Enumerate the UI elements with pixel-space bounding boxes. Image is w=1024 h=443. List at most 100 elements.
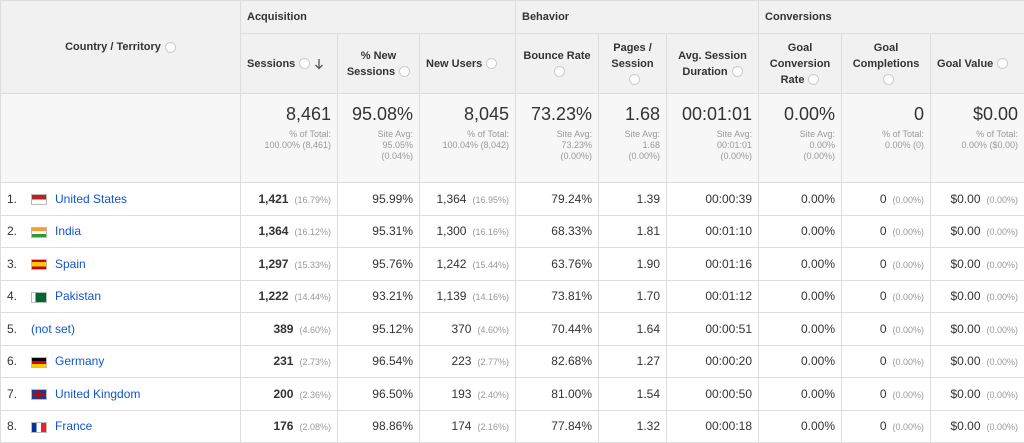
- flag-icon: [31, 422, 47, 433]
- rank: 6.: [7, 354, 31, 368]
- flag-icon: [31, 259, 47, 270]
- metric-cell: 1.64: [599, 313, 667, 346]
- metric-cell: 1,222(14.44%): [241, 280, 338, 313]
- metric-share: (15.44%): [472, 260, 509, 270]
- country-link[interactable]: Pakistan: [55, 289, 101, 303]
- metric-value: $0.00: [950, 192, 980, 206]
- metric-cell: 00:00:50: [667, 378, 759, 411]
- country-link[interactable]: France: [55, 419, 92, 433]
- header-text: Goal Completions: [853, 42, 920, 70]
- metric-share: (0.00%): [987, 227, 1019, 237]
- column-header[interactable]: Avg. Session Duration: [667, 34, 759, 94]
- metric-share: (0.00%): [987, 325, 1019, 335]
- dimension-header: Country / Territory: [1, 1, 241, 94]
- metric-cell: 0.00%: [759, 410, 842, 443]
- metric-value: 1,139: [436, 289, 466, 303]
- metric-share: (0.00%): [893, 390, 925, 400]
- header-text: Country / Territory: [65, 41, 161, 53]
- total-value: 8,045: [426, 104, 509, 125]
- metric-cell: 70.44%: [516, 313, 599, 346]
- total-note: % of Total:: [426, 129, 509, 140]
- metric-cell: 0(0.00%): [842, 410, 931, 443]
- metric-cell: $0.00(0.00%): [931, 248, 1024, 281]
- country-link[interactable]: India: [55, 224, 81, 238]
- metric-cell: 00:01:16: [667, 248, 759, 281]
- column-header[interactable]: % New Sessions: [338, 34, 420, 94]
- dimension-cell: 6. Germany: [1, 345, 241, 378]
- total-note: 0.00% (0): [848, 140, 924, 151]
- metric-cell: 00:00:20: [667, 345, 759, 378]
- metric-share: (16.95%): [472, 195, 509, 205]
- sort-arrow[interactable]: [314, 58, 324, 70]
- metric-cell: 223(2.77%): [420, 345, 516, 378]
- metric-cell: 79.24%: [516, 183, 599, 216]
- total-value: 0.00%: [765, 104, 835, 125]
- help-icon[interactable]: [486, 58, 497, 69]
- total-value: 73.23%: [522, 104, 592, 125]
- help-icon[interactable]: [732, 66, 743, 77]
- metric-value: 231: [273, 354, 293, 368]
- help-icon[interactable]: [808, 74, 819, 85]
- metric-value: 0.00%: [801, 354, 835, 368]
- help-icon[interactable]: [629, 74, 640, 85]
- metric-cell: 0.00%: [759, 280, 842, 313]
- metric-value: 1,242: [436, 257, 466, 271]
- country-link[interactable]: Spain: [55, 257, 86, 271]
- help-icon[interactable]: [883, 74, 894, 85]
- dimension-cell: 3.Spain: [1, 248, 241, 281]
- metric-value: 200: [273, 387, 293, 401]
- metric-value: 0.00%: [801, 224, 835, 238]
- metric-share: (0.00%): [893, 292, 925, 302]
- metric-value: 00:00:39: [705, 192, 752, 206]
- country-link[interactable]: Germany: [55, 354, 104, 368]
- help-icon[interactable]: [997, 58, 1008, 69]
- metric-value: $0.00: [950, 419, 980, 433]
- dimension-cell: 7.United Kingdom: [1, 378, 241, 411]
- column-header[interactable]: Pages / Session: [599, 34, 667, 94]
- metric-share: (2.40%): [477, 390, 509, 400]
- metric-value: 223: [451, 354, 471, 368]
- metric-cell: 68.33%: [516, 215, 599, 248]
- column-header[interactable]: Goal Value: [931, 34, 1024, 94]
- flag-icon: [31, 194, 47, 205]
- help-icon[interactable]: [554, 66, 565, 77]
- flag-icon: [31, 389, 47, 400]
- metric-share: (0.00%): [987, 357, 1019, 367]
- column-header[interactable]: Sessions: [241, 34, 338, 94]
- rank: 1.: [7, 192, 31, 206]
- column-header[interactable]: New Users: [420, 34, 516, 94]
- total-note: (0.00%): [605, 151, 660, 162]
- metric-value: 98.86%: [372, 419, 413, 433]
- flag-icon: [31, 292, 47, 303]
- metric-value: 82.68%: [551, 354, 592, 368]
- metric-value: 1.27: [637, 354, 660, 368]
- metric-cell: 0(0.00%): [842, 248, 931, 281]
- metric-cell: 00:01:10: [667, 215, 759, 248]
- total-note: Site Avg:: [673, 129, 752, 140]
- header-text: Pages / Session: [611, 42, 653, 70]
- total-value: 0: [848, 104, 924, 125]
- help-icon[interactable]: [399, 66, 410, 77]
- country-link[interactable]: United States: [55, 192, 127, 206]
- column-header[interactable]: Goal Completions: [842, 34, 931, 94]
- metric-value: 0.00%: [801, 322, 835, 336]
- total-note: 100.00% (8,461): [247, 140, 331, 151]
- help-icon[interactable]: [165, 42, 176, 53]
- metric-value: $0.00: [950, 224, 980, 238]
- metric-value: 95.31%: [372, 224, 413, 238]
- metric-value: 00:00:18: [705, 419, 752, 433]
- metric-value: 176: [273, 419, 293, 433]
- column-header[interactable]: Bounce Rate: [516, 34, 599, 94]
- column-header[interactable]: Goal Conversion Rate: [759, 34, 842, 94]
- country-link[interactable]: (not set): [31, 322, 75, 336]
- country-link[interactable]: United Kingdom: [55, 387, 140, 401]
- metric-value: 1.90: [637, 257, 660, 271]
- metric-share: (0.00%): [987, 260, 1019, 270]
- help-icon[interactable]: [299, 58, 310, 69]
- total-note: (0.00%): [765, 151, 835, 162]
